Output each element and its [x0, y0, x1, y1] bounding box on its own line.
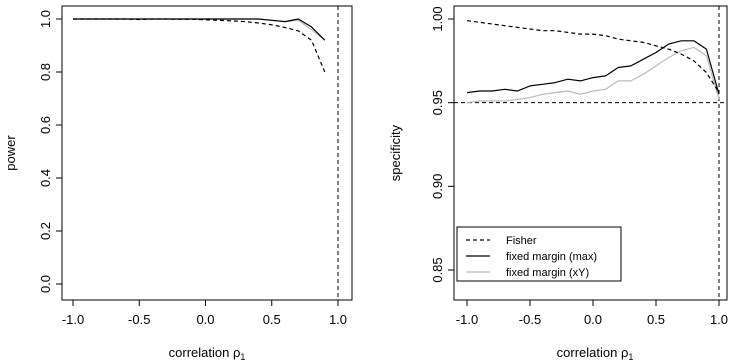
power-x-tick-label-4: 1.0	[329, 312, 347, 327]
specificity-y-axis: 0.85 0.90 0.95 1.00	[430, 6, 454, 283]
power-x-tick-label-1: -0.5	[128, 312, 150, 327]
specificity-x-axis-label-subscript: 1	[628, 352, 633, 362]
legend-label-fixed-margin-xy: fixed margin (xY)	[506, 267, 589, 279]
power-x-tick-label-3: 0.5	[263, 312, 281, 327]
specificity-y-tick-label-0: 0.85	[430, 257, 445, 282]
specificity-x-axis-label: correlation ρ1	[557, 345, 634, 362]
power-y-tick-label-2: 0.4	[38, 169, 53, 187]
power-x-axis: -1.0 -0.5 0.0 0.5 1.0	[62, 300, 347, 327]
power-x-tick-label-0: -1.0	[62, 312, 84, 327]
specificity-y-tick-label-3: 1.00	[430, 6, 445, 31]
power-y-axis-label: power	[3, 135, 18, 171]
power-x-axis-label: correlation ρ1	[169, 345, 246, 362]
power-series-fixed-margin-max-line	[73, 18, 326, 41]
legend: Fisher fixed margin (max) fixed margin (…	[456, 226, 622, 282]
specificity-panel: -1.0 -0.5 0.0 0.5 1.0 0.85 0.90 0.95 1.00 corre…	[388, 5, 728, 362]
power-y-tick-label-0: 0.0	[38, 275, 53, 293]
specificity-series-layer	[454, 6, 727, 300]
power-y-axis: 0.0 0.2 0.4 0.6 0.8 1.0	[38, 10, 62, 293]
specificity-x-tick-label-1: -0.5	[519, 312, 541, 327]
legend-label-fisher: Fisher	[506, 235, 537, 247]
power-x-tick-label-2: 0.0	[196, 312, 214, 327]
specificity-x-tick-label-4: 1.0	[710, 312, 728, 327]
specificity-x-tick-label-3: 0.5	[647, 312, 665, 327]
power-plot-frame	[61, 5, 353, 301]
specificity-x-axis-label-main: correlation ρ	[557, 345, 629, 360]
power-y-tick-label-4: 0.8	[38, 63, 53, 81]
specificity-y-tick-label-2: 0.95	[430, 90, 445, 115]
power-x-axis-label-subscript: 1	[240, 352, 245, 362]
specificity-y-tick-label-1: 0.90	[430, 174, 445, 199]
power-x-axis-label-main: correlation ρ	[169, 345, 241, 360]
specificity-series-fisher-line	[466, 20, 720, 93]
power-y-tick-label-3: 0.6	[38, 116, 53, 134]
specificity-x-axis: -1.0 -0.5 0.0 0.5 1.0	[456, 300, 728, 327]
specificity-series-fixed-margin-max-line	[466, 40, 720, 95]
specificity-x-tick-label-0: -1.0	[456, 312, 478, 327]
power-y-tick-label-5: 1.0	[38, 10, 53, 28]
power-panel: -1.0 -0.5 0.0 0.5 1.0 0.0 0.2 0.4 0.6 0.8 1.0 cor…	[3, 5, 353, 362]
power-series-layer	[73, 6, 339, 300]
specificity-x-tick-label-2: 0.0	[584, 312, 602, 327]
legend-label-fixed-margin-max: fixed margin (max)	[506, 251, 597, 263]
specificity-plot-frame	[453, 5, 728, 301]
power-y-tick-label-1: 0.2	[38, 222, 53, 240]
specificity-y-axis-label: specificity	[388, 124, 403, 181]
